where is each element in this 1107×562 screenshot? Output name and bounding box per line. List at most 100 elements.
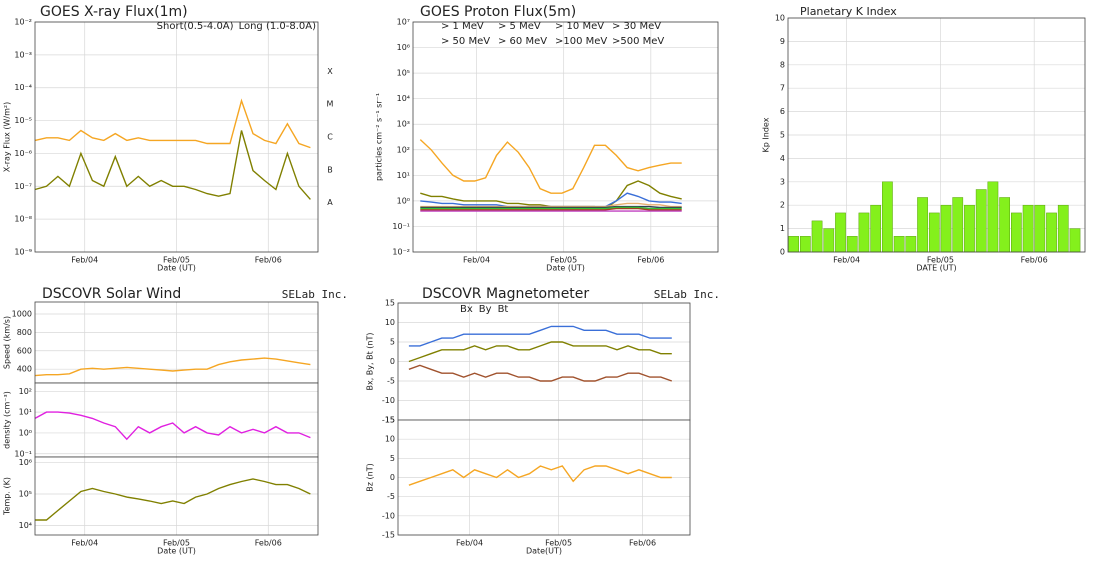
y-axis-label: density (cm⁻³): [3, 391, 12, 449]
y-tick-label: 10¹: [397, 171, 410, 180]
y-tick-label: -10: [382, 396, 395, 405]
bar: [858, 212, 870, 253]
y-tick-label: 10²: [397, 145, 410, 154]
y-tick-label: 10: [775, 14, 785, 23]
x-tick-label: Feb/04: [71, 256, 98, 265]
chart-title: DSCOVR Magnetometer: [422, 286, 589, 302]
bar: [917, 197, 928, 253]
y-tick-label: 10⁶: [397, 43, 410, 52]
y-tick-label: 10⁰: [397, 196, 410, 205]
bar: [893, 236, 905, 253]
y-axis-label: X-ray Flux (W/m²): [3, 102, 12, 172]
legend-label: Bt: [498, 304, 509, 315]
y-tick-label: 10⁻⁶: [14, 149, 32, 158]
y-tick-label: 10⁴: [397, 94, 410, 103]
legend-label: > 30 MeV: [612, 21, 661, 32]
y-tick-label: 10⁶: [19, 458, 32, 467]
x-axis-label: Date(UT): [526, 547, 562, 556]
plot-frame: [412, 21, 719, 253]
y-tick-label: 400: [17, 365, 32, 374]
y-tick-label: 4: [780, 154, 785, 163]
series-line: [34, 357, 311, 377]
series-line: [408, 465, 672, 486]
y-tick-label: 5: [780, 131, 785, 140]
y-axis-label: Bx, By, Bt (nT): [366, 333, 375, 391]
series-line: [34, 411, 311, 441]
y-tick-label: 10⁻⁷: [14, 182, 32, 191]
x-tick-label: Feb/04: [463, 256, 490, 265]
y-tick-label: 10⁻⁸: [14, 215, 32, 224]
y-tick-label: 600: [17, 346, 32, 355]
series-line: [34, 130, 311, 200]
y-tick-label: -5: [387, 492, 395, 501]
y-tick-label: 2: [780, 201, 785, 210]
plot-frame: [787, 17, 1086, 253]
y-tick-label: 10⁴: [19, 521, 32, 530]
x-tick-label: Feb/05: [545, 539, 572, 548]
y-tick-label: 10¹: [19, 408, 32, 417]
chart-title: DSCOVR Solar Wind: [42, 286, 181, 302]
legend-label: > 5 MeV: [498, 21, 541, 32]
x-tick-label: Feb/06: [629, 539, 656, 548]
y-tick-label: 10³: [397, 120, 410, 129]
y-tick-label: 9: [780, 37, 785, 46]
plot-frame: [34, 456, 319, 536]
y-tick-label: 10: [385, 318, 395, 327]
flare-class-label: A: [327, 198, 333, 207]
bar: [870, 204, 882, 253]
plot-frame: [34, 21, 319, 253]
series-line: [408, 325, 672, 347]
legend-label: Short(0.5-4.0A): [157, 21, 234, 32]
legend-label: >500 MeV: [612, 36, 664, 47]
x-tick-label: Feb/05: [550, 256, 577, 265]
bar: [975, 189, 987, 253]
y-tick-label: 10⁻³: [14, 50, 32, 59]
series-line: [408, 341, 672, 363]
legend-label: > 50 MeV: [441, 36, 490, 47]
flare-class-label: B: [327, 165, 333, 174]
bar: [811, 220, 823, 253]
y-axis-label: Bz (nT): [366, 463, 375, 491]
y-axis-label: Temp. (K): [3, 477, 12, 516]
bar: [905, 236, 917, 253]
legend-label: > 10 MeV: [555, 21, 604, 32]
y-tick-label: 800: [17, 328, 32, 337]
y-tick-label: 10⁻¹: [392, 222, 410, 231]
y-tick-label: 0: [780, 248, 785, 257]
y-tick-label: -10: [382, 511, 395, 520]
bar: [846, 236, 858, 253]
plot-frame: [397, 419, 691, 536]
plot-area: [413, 22, 718, 252]
bar: [1069, 228, 1081, 253]
y-tick-label: -15: [382, 531, 395, 540]
y-tick-label: 15: [385, 416, 395, 425]
y-tick-label: 10⁷: [397, 18, 410, 27]
legend-label: >100 MeV: [555, 36, 607, 47]
flare-class-label: C: [327, 133, 333, 142]
y-tick-label: 10⁻⁹: [14, 248, 32, 257]
x-tick-label: Feb/05: [163, 539, 190, 548]
series-line: [420, 202, 682, 208]
series-line: [420, 207, 682, 211]
y-tick-label: 0: [390, 473, 395, 482]
y-tick-label: 10⁻²: [392, 248, 410, 257]
y-tick-label: 5: [390, 338, 395, 347]
y-tick-label: 10⁻²: [14, 18, 32, 27]
y-tick-label: 0: [390, 357, 395, 366]
y-tick-label: 8: [780, 60, 785, 69]
y-tick-label: 7: [780, 84, 785, 93]
flare-class-label: M: [327, 100, 334, 109]
bar: [823, 228, 835, 253]
bar: [1011, 212, 1022, 253]
series-line: [34, 98, 311, 149]
legend-label: By: [479, 304, 492, 315]
y-tick-label: -15: [382, 416, 395, 425]
y-tick-label: 10⁵: [19, 490, 32, 499]
series-line: [35, 478, 311, 521]
y-tick-label: 10⁻⁴: [14, 83, 32, 92]
bar: [940, 204, 952, 253]
y-tick-label: 5: [390, 454, 395, 463]
credit: SELab Inc.: [654, 288, 720, 301]
